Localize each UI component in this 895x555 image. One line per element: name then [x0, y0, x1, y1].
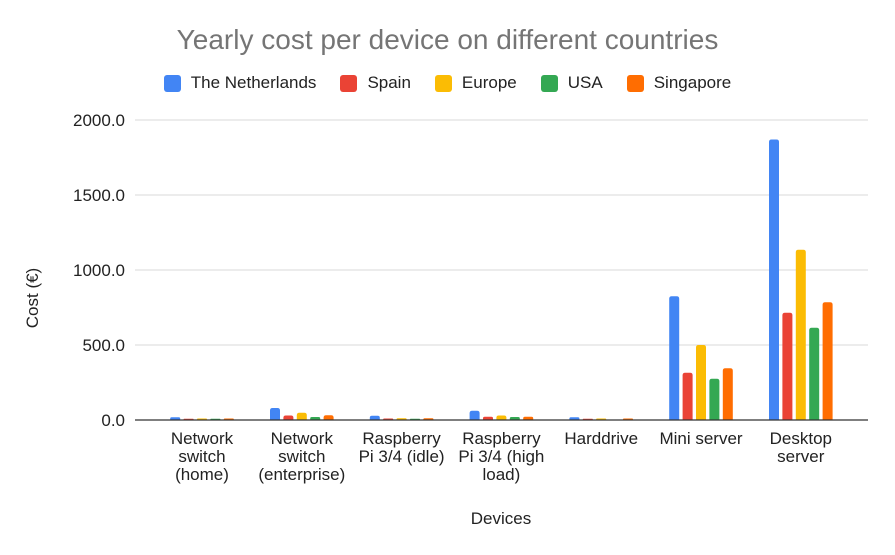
x-tick-label: (home) — [175, 465, 229, 484]
x-tick-label: load) — [482, 465, 520, 484]
legend-label: Spain — [367, 73, 411, 92]
x-tick-label: Desktop — [770, 429, 832, 448]
bar-the-netherlands-5 — [669, 296, 680, 420]
legend-item: Europe — [434, 73, 517, 93]
y-tick-label: 500.0 — [82, 336, 125, 355]
bar-europe-6 — [795, 249, 806, 420]
legend-swatch — [163, 74, 181, 92]
bar-spain-5 — [682, 372, 693, 420]
bar-europe-5 — [696, 345, 706, 420]
y-tick-label: 1500.0 — [73, 186, 125, 205]
chart-title: Yearly cost per device on different coun… — [176, 24, 719, 55]
bar-singapore-6 — [822, 302, 833, 420]
bar-spain-6 — [782, 312, 793, 420]
bar-spain-1 — [283, 415, 294, 420]
legend-item: Singapore — [626, 73, 732, 93]
x-tick-label: (enterprise) — [258, 465, 345, 484]
legend: The Netherlands Spain Europe USA Singapore — [0, 73, 895, 93]
x-tick-label: Raspberry — [462, 429, 541, 448]
legend-label: The Netherlands — [190, 73, 317, 92]
x-tick-label: switch — [178, 447, 225, 466]
bar-usa-5 — [709, 378, 720, 420]
bar-singapore-5 — [722, 368, 733, 420]
x-tick-label: Mini server — [659, 429, 742, 448]
bar-singapore-3 — [523, 416, 534, 420]
x-tick-label: Pi 3/4 (idle) — [359, 447, 445, 466]
y-tick-label: 1000.0 — [73, 261, 125, 280]
bar-usa-6 — [809, 327, 820, 420]
x-tick-label: Harddrive — [564, 429, 638, 448]
bar-the-netherlands-0 — [170, 417, 181, 420]
bar-the-netherlands-3 — [469, 410, 480, 420]
x-tick-label: Network — [271, 429, 334, 448]
x-tick-label: server — [777, 447, 825, 466]
x-tick-label: Raspberry — [362, 429, 441, 448]
legend-swatch — [540, 74, 558, 92]
legend-label: USA — [567, 73, 603, 92]
x-tick-label: Network — [171, 429, 234, 448]
x-tick-label: switch — [278, 447, 325, 466]
bar-usa-1 — [310, 417, 321, 420]
bar-the-netherlands-4 — [569, 417, 580, 420]
bar-europe-1 — [296, 412, 307, 420]
bar-europe-3 — [496, 415, 507, 420]
legend-item: USA — [540, 73, 603, 93]
bar-singapore-1 — [323, 415, 334, 420]
bar-the-netherlands-6 — [769, 139, 779, 420]
legend-item: The Netherlands — [163, 73, 317, 93]
legend-swatch — [626, 74, 644, 92]
legend-swatch — [340, 74, 358, 92]
legend-label: Europe — [461, 73, 517, 92]
legend-item: Spain — [340, 73, 411, 93]
bar-spain-3 — [483, 416, 493, 420]
x-axis-label: Devices — [470, 509, 532, 528]
bar-usa-3 — [509, 417, 520, 420]
legend-label: Singapore — [653, 73, 732, 92]
y-axis-label: Cost (€) — [23, 267, 42, 329]
bar-the-netherlands-1 — [270, 408, 280, 420]
y-tick-label: 2000.0 — [73, 111, 125, 130]
legend-swatch — [434, 74, 452, 92]
bar-the-netherlands-2 — [369, 415, 380, 420]
x-tick-label: Pi 3/4 (high — [458, 447, 544, 466]
y-tick-label: 0.0 — [101, 411, 125, 430]
